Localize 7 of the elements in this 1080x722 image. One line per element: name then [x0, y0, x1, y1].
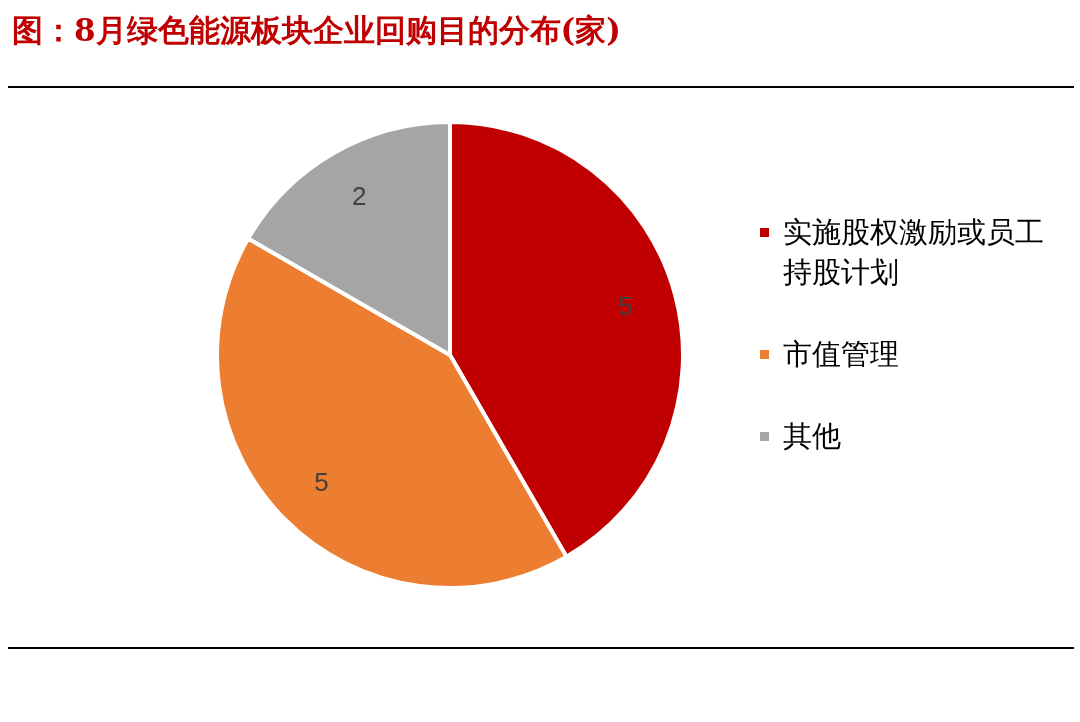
- data-label: 5: [314, 466, 329, 497]
- legend-label: 市值管理: [783, 336, 899, 373]
- chart-title: 图：8月绿色能源板块企业回购目的分布(家): [12, 11, 621, 50]
- legend-label: 其他: [783, 418, 841, 455]
- data-label: 2: [351, 180, 367, 211]
- data-label: 5: [618, 291, 633, 322]
- legend-label: 实施股权激励或员工持股计划: [783, 214, 1045, 291]
